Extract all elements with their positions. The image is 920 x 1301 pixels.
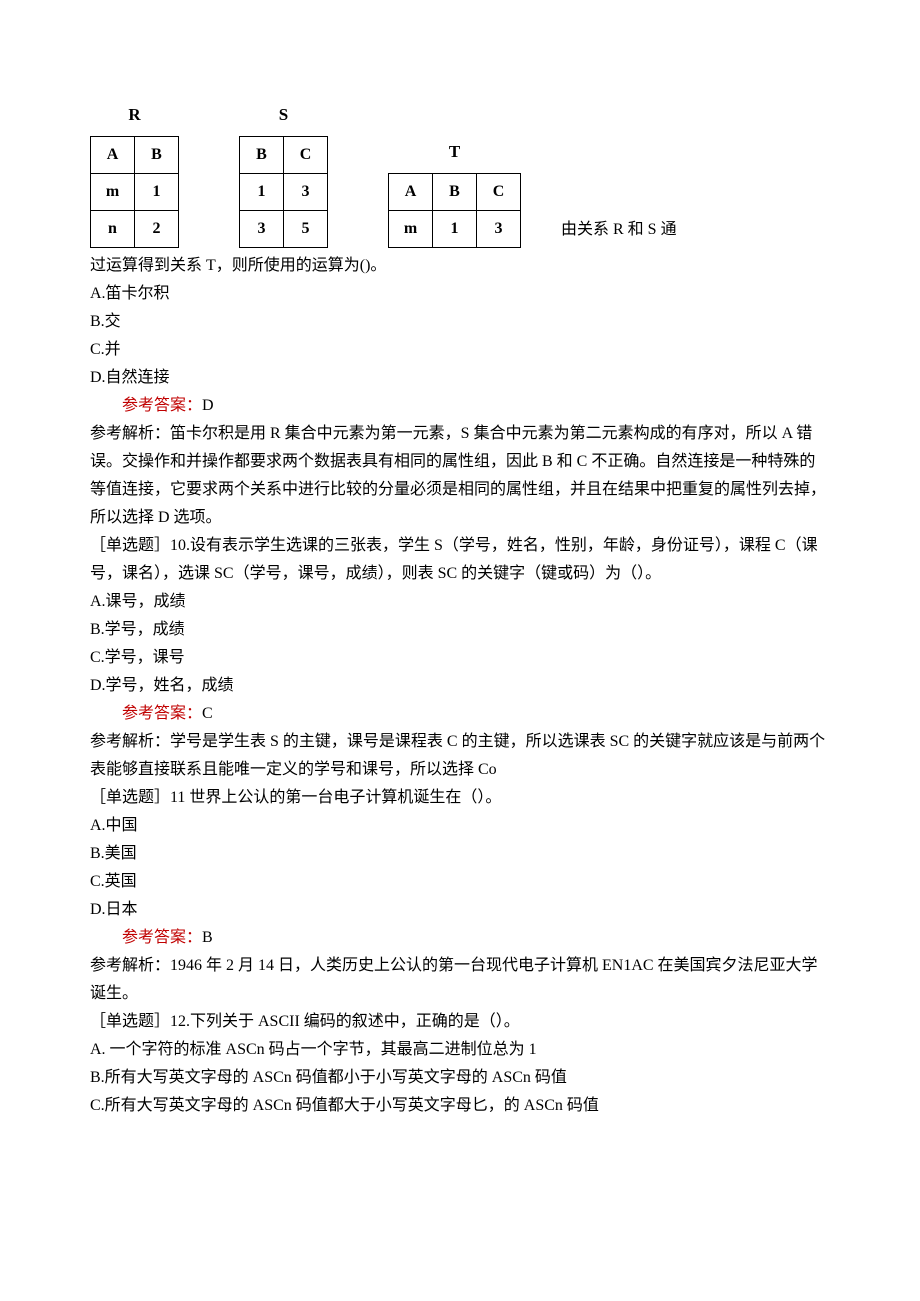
table-cell: m [389, 210, 433, 247]
table-row: B C [240, 136, 328, 173]
q9-option-b: B.交 [90, 308, 830, 336]
table-R-label: R [128, 100, 140, 130]
table-row: 1 3 [240, 173, 328, 210]
q9-answer-line: 参考答案：D [90, 392, 830, 420]
table-cell: 3 [284, 173, 328, 210]
table-S-container: S B C 1 3 3 5 [239, 100, 328, 248]
q12-option-a: A. 一个字符的标准 ASCn 码占一个字节，其最高二进制位总为 1 [90, 1036, 830, 1064]
q9-option-a: A.笛卡尔积 [90, 280, 830, 308]
answer-value: B [202, 929, 213, 946]
table-row: 3 5 [240, 210, 328, 247]
table-T: A B C m 1 3 [388, 173, 521, 248]
table-cell: 1 [240, 173, 284, 210]
q9-continuation: 过运算得到关系 T，则所使用的运算为()。 [90, 252, 830, 280]
table-T-label: T [449, 137, 460, 167]
table-cell: 3 [240, 210, 284, 247]
table-cell: B [135, 136, 179, 173]
q12-option-c: C.所有大写英文字母的 ASCn 码值都大于小写英文字母匕，的 ASCn 码值 [90, 1092, 830, 1120]
q11-option-b: B.美国 [90, 840, 830, 868]
table-cell: C [477, 173, 521, 210]
q9-explanation: 参考解析：笛卡尔积是用 R 集合中元素为第一元素，S 集合中元素为第二元素构成的… [90, 420, 830, 532]
table-cell: 1 [433, 210, 477, 247]
q10-option-c: C.学号，课号 [90, 644, 830, 672]
table-cell: A [389, 173, 433, 210]
table-row: A B C [389, 173, 521, 210]
table-cell: 2 [135, 210, 179, 247]
table-cell: 3 [477, 210, 521, 247]
table-S: B C 1 3 3 5 [239, 136, 328, 248]
table-cell: m [91, 173, 135, 210]
table-row: n 2 [91, 210, 179, 247]
q11-option-a: A.中国 [90, 812, 830, 840]
table-cell: C [284, 136, 328, 173]
answer-label: 参考答案： [122, 397, 202, 414]
q11-stem: ［单选题］11 世界上公认的第一台电子计算机诞生在（）。 [90, 784, 830, 812]
table-R-container: R A B m 1 n 2 [90, 100, 179, 248]
q11-explanation: 参考解析：1946 年 2 月 14 日，人类历史上公认的第一台现代电子计算机 … [90, 952, 830, 1008]
q11-option-d: D.日本 [90, 896, 830, 924]
q12-option-b: B.所有大写英文字母的 ASCn 码值都小于小写英文字母的 ASCn 码值 [90, 1064, 830, 1092]
table-S-label: S [279, 100, 288, 130]
answer-label: 参考答案： [122, 705, 202, 722]
table-cell: B [433, 173, 477, 210]
q10-option-d: D.学号，姓名，成绩 [90, 672, 830, 700]
q10-explanation: 参考解析：学号是学生表 S 的主键，课号是课程表 C 的主键，所以选课表 SC … [90, 728, 830, 784]
table-cell: n [91, 210, 135, 247]
table-cell: B [240, 136, 284, 173]
q9-trailing-text: 由关系 R 和 S 通 [561, 216, 677, 244]
relations-tables-row: R A B m 1 n 2 S B C 1 3 [90, 100, 830, 248]
q10-option-b: B.学号，成绩 [90, 616, 830, 644]
q11-answer-line: 参考答案：B [90, 924, 830, 952]
table-cell: 5 [284, 210, 328, 247]
table-cell: A [91, 136, 135, 173]
q12-stem: ［单选题］12.下列关于 ASCII 编码的叙述中，正确的是（）。 [90, 1008, 830, 1036]
q9-option-d: D.自然连接 [90, 364, 830, 392]
q10-answer-line: 参考答案：C [90, 700, 830, 728]
table-R: A B m 1 n 2 [90, 136, 179, 248]
q10-option-a: A.课号，成绩 [90, 588, 830, 616]
answer-value: D [202, 397, 214, 414]
table-row: m 1 [91, 173, 179, 210]
answer-label: 参考答案： [122, 929, 202, 946]
table-cell: 1 [135, 173, 179, 210]
q9-option-c: C.并 [90, 336, 830, 364]
table-row: m 1 3 [389, 210, 521, 247]
q10-stem: ［单选题］10.设有表示学生选课的三张表，学生 S（学号，姓名，性别，年龄，身份… [90, 532, 830, 588]
table-T-container: T A B C m 1 3 [388, 137, 521, 248]
answer-value: C [202, 705, 213, 722]
q11-option-c: C.英国 [90, 868, 830, 896]
table-row: A B [91, 136, 179, 173]
